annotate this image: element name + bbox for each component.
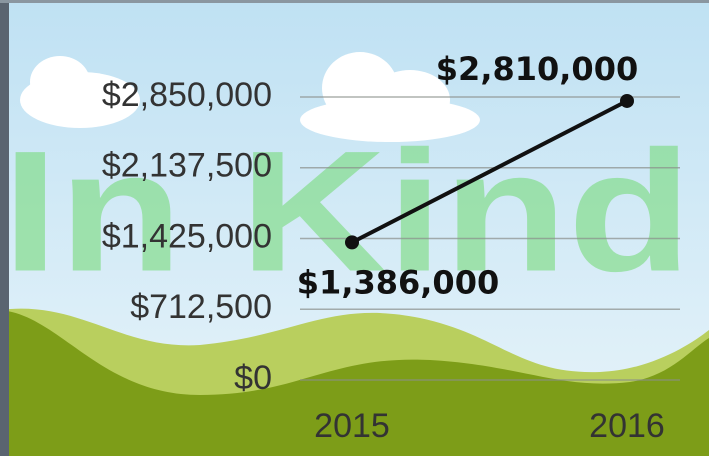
y-tick-label: $2,850,000 bbox=[102, 76, 272, 114]
left-edge bbox=[0, 0, 9, 456]
point bbox=[620, 93, 634, 108]
data-label: $2,810,000 bbox=[436, 50, 638, 88]
y-tick-label: $712,500 bbox=[130, 288, 272, 326]
x-tick-label: 2016 bbox=[589, 407, 665, 445]
y-tick-label: $0 bbox=[234, 359, 272, 397]
clouds bbox=[20, 52, 480, 142]
hill-front bbox=[0, 310, 709, 456]
y-tick-label: $2,137,500 bbox=[102, 147, 272, 185]
data-label: $1,386,000 bbox=[297, 263, 499, 301]
top-edge bbox=[0, 0, 709, 3]
line bbox=[351, 99, 628, 245]
y-tick-label: $1,425,000 bbox=[102, 217, 272, 255]
x-tick-label: 2015 bbox=[314, 407, 390, 445]
watermark: In Kind bbox=[2, 115, 692, 307]
point bbox=[345, 235, 359, 250]
